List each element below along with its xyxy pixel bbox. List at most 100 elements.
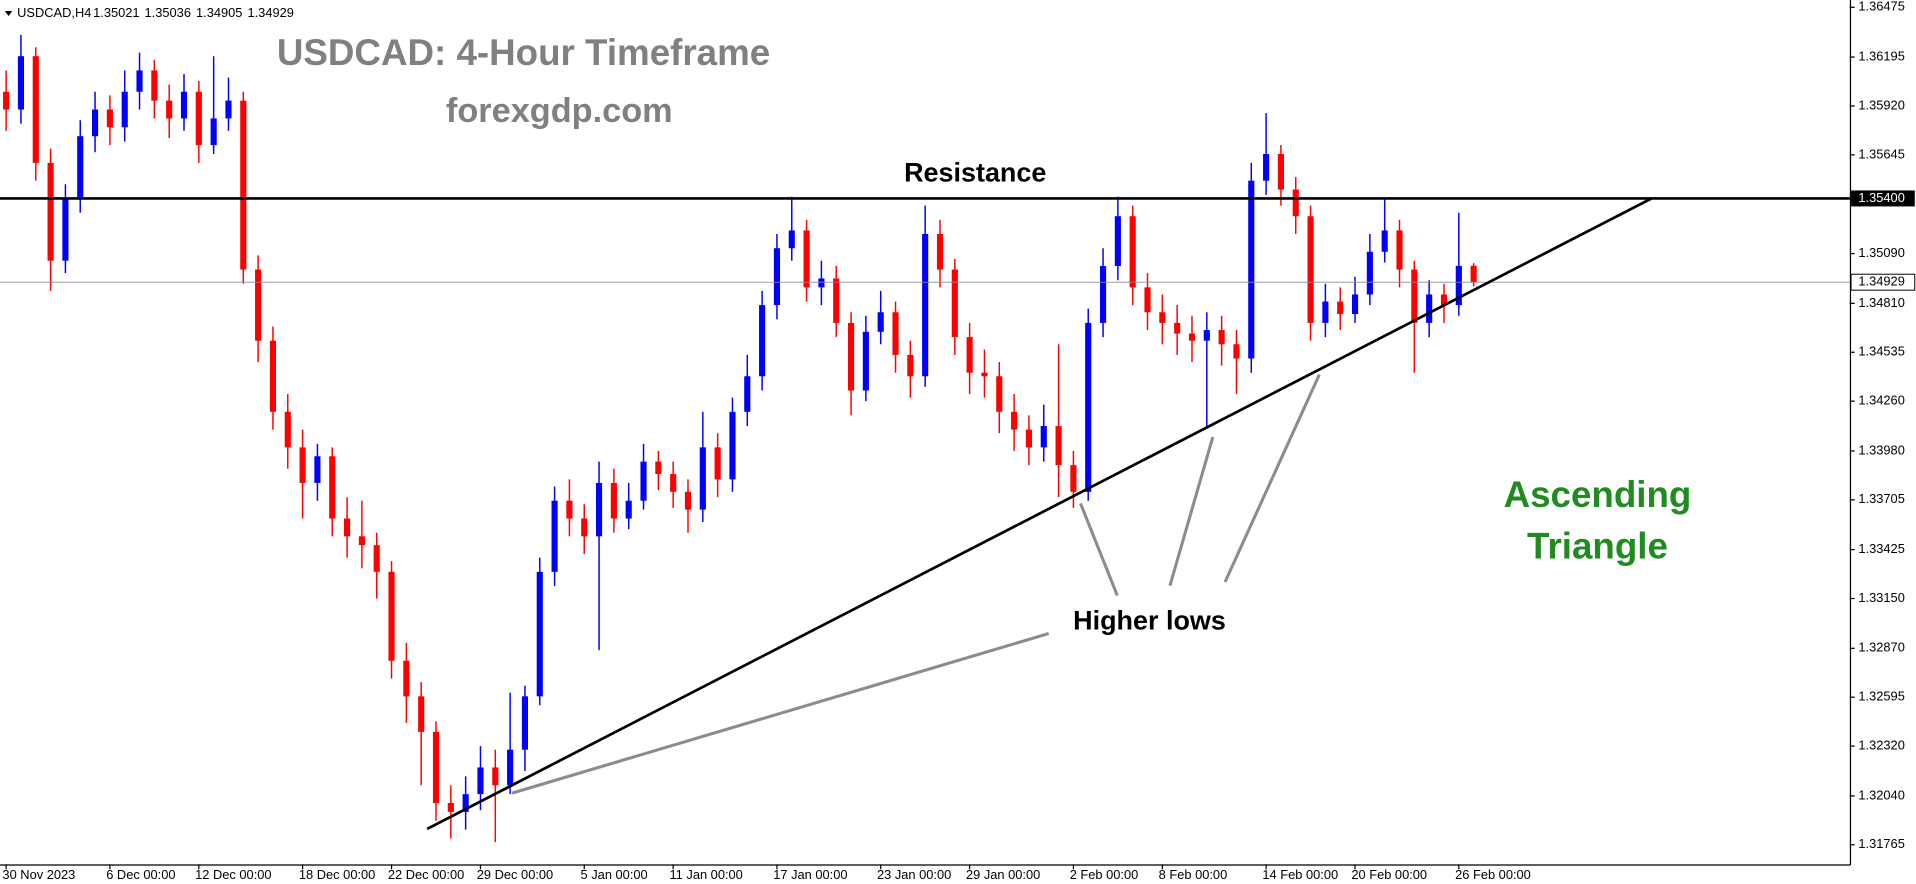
- candle-body: [284, 411, 291, 448]
- candle-body: [1277, 153, 1284, 190]
- candle-body: [1055, 426, 1062, 466]
- candle-body: [432, 731, 440, 804]
- candle-body: [699, 447, 706, 510]
- y-tick-label: 1.34810: [1858, 295, 1904, 310]
- candle-body: [195, 91, 202, 146]
- y-tick-label: 1.32595: [1858, 689, 1904, 704]
- candle-body: [640, 461, 647, 501]
- candle-body: [507, 749, 514, 786]
- candle-body: [1174, 322, 1181, 334]
- candle-body: [210, 118, 217, 146]
- candle-body: [1337, 301, 1344, 315]
- candle-body: [299, 447, 306, 483]
- candle-body: [343, 518, 351, 537]
- y-tick-label: 1.32870: [1858, 640, 1904, 655]
- candle-body: [1159, 312, 1166, 323]
- candle-body: [818, 278, 825, 288]
- candle-body: [966, 337, 973, 373]
- candle-body: [1025, 429, 1032, 448]
- candle-body: [373, 545, 380, 572]
- candle-body: [1263, 153, 1270, 181]
- candle-body: [269, 340, 277, 412]
- candle-body: [595, 482, 603, 537]
- y-tick-label: 1.36195: [1858, 48, 1904, 63]
- x-tick-label: 20 Feb 00:00: [1351, 867, 1427, 882]
- candle-body: [1203, 330, 1210, 341]
- x-tick-label: 18 Dec 00:00: [299, 867, 375, 882]
- candle-body: [759, 305, 766, 377]
- header-open: 1.35021: [93, 5, 139, 20]
- candle-body: [892, 312, 899, 355]
- candle-body: [670, 474, 677, 492]
- chart-title: USDCAD: 4-Hour Timeframe: [277, 32, 770, 73]
- y-tick-label: 1.32320: [1858, 738, 1904, 753]
- candle-body: [773, 248, 780, 306]
- candle-body: [1426, 294, 1433, 323]
- candle-body: [1322, 301, 1329, 323]
- pattern-label: Ascending: [1504, 474, 1692, 515]
- candle-body: [240, 100, 247, 270]
- y-tick-label: 1.31765: [1858, 836, 1904, 851]
- x-tick-label: 29 Jan 00:00: [966, 867, 1040, 882]
- candle-body: [610, 482, 617, 519]
- y-tick-label: 1.33150: [1858, 590, 1904, 605]
- candle-body: [17, 56, 25, 110]
- y-tick-label: 1.36475: [1858, 0, 1904, 14]
- x-tick-label: 22 Dec 00:00: [388, 867, 464, 882]
- x-tick-label: 5 Jan 00:00: [581, 867, 648, 882]
- candle-body: [403, 660, 410, 697]
- candle-body: [121, 91, 128, 128]
- header-low: 1.34905: [196, 5, 242, 20]
- y-tick-label: 1.35920: [1858, 97, 1904, 112]
- candle-body: [462, 794, 469, 812]
- x-tick-label: 23 Jan 00:00: [877, 867, 951, 882]
- candle-body: [551, 500, 558, 572]
- candle-body: [996, 376, 1003, 412]
- y-tick-label: 1.35645: [1858, 146, 1904, 161]
- pointer-line: [511, 632, 1050, 795]
- candle-body: [388, 571, 395, 661]
- plot-area: [3, 34, 1477, 843]
- candle-body: [922, 234, 929, 377]
- support-trendline: [426, 197, 1653, 831]
- candle-body: [803, 230, 810, 288]
- candle-body: [166, 100, 173, 119]
- candle-body: [1381, 230, 1388, 252]
- candle-body: [3, 91, 10, 110]
- candle-body: [1351, 294, 1359, 315]
- y-tick-label: 1.33980: [1858, 442, 1904, 457]
- candle-body: [358, 536, 365, 546]
- candle-body: [1099, 266, 1107, 323]
- candle-body: [447, 803, 454, 812]
- candle-body: [77, 136, 84, 199]
- header-symbol: USDCAD,H4: [17, 5, 91, 20]
- current-price-box: [1850, 273, 1916, 291]
- y-tick-label: 1.33705: [1858, 491, 1904, 506]
- x-tick-label: 11 Jan 00:00: [669, 867, 742, 882]
- candle-body: [418, 696, 425, 732]
- resistance-price-label: 1.35400: [1858, 190, 1904, 205]
- x-tick-label: 2 Feb 00:00: [1070, 867, 1139, 882]
- candle-body: [136, 70, 143, 92]
- candle-body: [32, 56, 39, 163]
- header-close: 1.34929: [247, 5, 293, 20]
- candle-body: [47, 162, 54, 261]
- x-tick-label: 29 Dec 00:00: [477, 867, 553, 882]
- candle-body: [1085, 322, 1092, 492]
- candle-body: [1129, 216, 1136, 288]
- candle-body: [744, 376, 751, 412]
- candle-body: [655, 461, 662, 475]
- candle-body: [1396, 230, 1403, 270]
- candle-body: [1366, 251, 1373, 295]
- candle-body: [1218, 330, 1225, 345]
- candle-body: [951, 269, 958, 338]
- y-tick-label: 1.34260: [1858, 393, 1904, 408]
- candle-body: [714, 447, 721, 480]
- candle-body: [1470, 265, 1477, 283]
- pointer-line: [1223, 373, 1321, 583]
- candle-body: [788, 230, 795, 249]
- candle-body: [833, 278, 840, 323]
- candle-body: [1292, 189, 1299, 217]
